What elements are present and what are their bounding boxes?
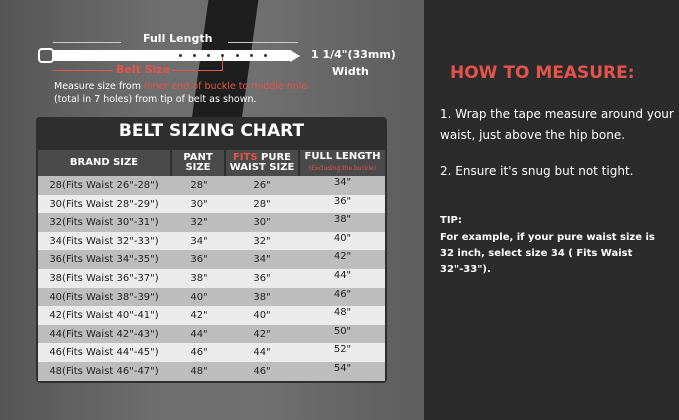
measure-note: Measure size from inner end of buckle to… [54,81,307,92]
belt-hole [250,54,253,57]
full-length-label: Full Length [143,32,213,45]
width-value: 1 1/4"(33mm) [311,48,396,61]
pant-size-cell: 36" [190,254,208,266]
pant-size-cell: 34" [190,235,208,247]
waist-size-cell: 46" [253,366,271,377]
pant-size-cell: 40" [190,291,208,303]
full-length-header: FULL LENGTH [304,151,381,162]
brand-size-cell: 30(Fits Waist 28"-29") [49,198,159,210]
pure-waist-label: PURE WAIST SIZE [229,152,295,173]
header-full-length: FULL LENGTH (Excluding the buckle) [300,150,385,176]
belt-size-line [222,57,223,71]
belt-size-line [53,70,113,71]
full-length-cell: 44" [333,270,352,281]
table-row: 32(Fits Waist 30"-31") 32" 30" 38" [38,213,385,232]
full-length-cell: 54" [333,363,352,374]
brand-size-cell: 32(Fits Waist 30"-31") [49,217,159,229]
full-length-cell: 50" [333,325,352,337]
waist-size-cell: 40" [253,310,271,322]
belt-size-line [172,70,222,71]
waist-size-cell: 38" [253,291,271,303]
belt-hole [236,54,239,57]
full-length-cell: 42" [333,251,352,263]
note-highlight: inner end of buckle to middle hole [143,81,308,92]
brand-size-cell: 38(Fits Waist 36"-37") [49,273,159,284]
belt-tip [290,50,300,62]
table-row: 46(Fits Waist 44"-45") 46" 44" 52" [38,343,385,362]
waist-size-cell: 26" [253,180,271,191]
table-row: 42(Fits Waist 40"-41") 42" 40" 48" [38,306,385,325]
pant-size-cell: 48" [190,366,208,377]
table-row: 44(Fits Waist 42"-43") 44" 42" 50" [38,324,385,344]
dimension-line [228,42,298,43]
pant-size-cell: 38" [190,273,208,284]
belt-hole [221,54,224,57]
belt-size-label: Belt Size [116,63,171,76]
brand-size-cell: 40(Fits Waist 38"-39") [49,291,159,303]
step-2: 2. Ensure it's snug but not tight. [440,164,634,178]
brand-size-cell: 42(Fits Waist 40"-41") [49,310,159,322]
fits-label: FITS [232,152,258,163]
pant-size-cell: 28" [190,180,208,191]
header-waist-size: FITS PURE WAIST SIZE [226,150,298,176]
table-row: 38(Fits Waist 36"-37") 38" 36" 44" [38,269,385,288]
tip-text: For example, if your pure waist size is … [440,232,655,275]
waist-size-cell: 34" [253,254,271,266]
belt-hole [207,54,210,57]
header-brand-size: BRAND SIZE [38,150,170,176]
measure-note-line2: (total in 7 holes) from tip of belt as s… [54,94,257,105]
belt-hole [179,54,182,57]
belt-hole [264,54,267,57]
full-length-cell: 46" [333,288,352,300]
brand-size-cell: 48(Fits Waist 46"-47") [49,366,159,377]
brand-size-cell: 46(Fits Waist 44"-45") [49,347,159,359]
step-1: 1. Wrap the tape measure around your wai… [440,107,674,142]
pant-size-cell: 32" [190,217,208,229]
belt-hole [193,54,196,57]
pant-size-cell: 42" [190,310,208,322]
waist-size-cell: 36" [253,273,271,284]
full-length-cell: 38" [333,214,352,226]
belt-sizing-chart: BELT SIZING CHART BRAND SIZE PANT SIZE F… [36,117,387,383]
table-row: 36(Fits Waist 34"-35") 36" 34" 42" [38,250,385,269]
brand-size-cell: 34(Fits Waist 32"-33") [49,235,159,247]
waist-size-cell: 42" [253,328,271,340]
waist-size-cell: 44" [253,347,271,359]
pant-size-cell: 44" [190,328,208,340]
table-row: 40(Fits Waist 38"-39") 40" 38" 46" [38,287,385,307]
pant-size-cell: 30" [190,198,208,210]
waist-size-cell: 28" [253,198,271,210]
full-length-cell: 48" [333,307,352,319]
full-length-cell: 40" [333,232,352,244]
brand-size-cell: 44(Fits Waist 42"-43") [49,328,159,340]
waist-size-cell: 30" [253,217,271,229]
waist-size-cell: 32" [253,235,271,247]
width-label: Width [332,65,369,78]
tip-label: TIP: [440,215,462,226]
full-length-cell: 52" [333,344,352,356]
brand-size-cell: 36(Fits Waist 34"-35") [49,254,159,266]
howto-title: HOW TO MEASURE: [450,63,635,83]
full-length-cell: 36" [333,195,352,207]
table-row: 48(Fits Waist 46"-47") 48" 46" 54" [38,362,385,381]
brand-size-cell: 28(Fits Waist 26"-28") [49,180,159,191]
note-text: Measure size from [54,81,144,92]
full-length-cell: 34" [333,177,352,188]
instructions-panel: HOW TO MEASURE: 1. Wrap the tape measure… [424,0,679,420]
pant-size-cell: 46" [190,347,208,359]
header-pant-size: PANT SIZE [172,150,224,176]
table-row: 34(Fits Waist 32"-33") 34" 32" 40" [38,231,385,251]
table-row: 30(Fits Waist 28"-29") 30" 28" 36" [38,194,385,214]
full-length-subheader: (Excluding the buckle) [308,165,377,172]
belt-illustration [52,50,292,61]
table-row: 28(Fits Waist 26"-28") 28" 26" 34" [38,176,385,195]
dimension-line [53,42,121,43]
chart-title: BELT SIZING CHART [118,121,305,141]
